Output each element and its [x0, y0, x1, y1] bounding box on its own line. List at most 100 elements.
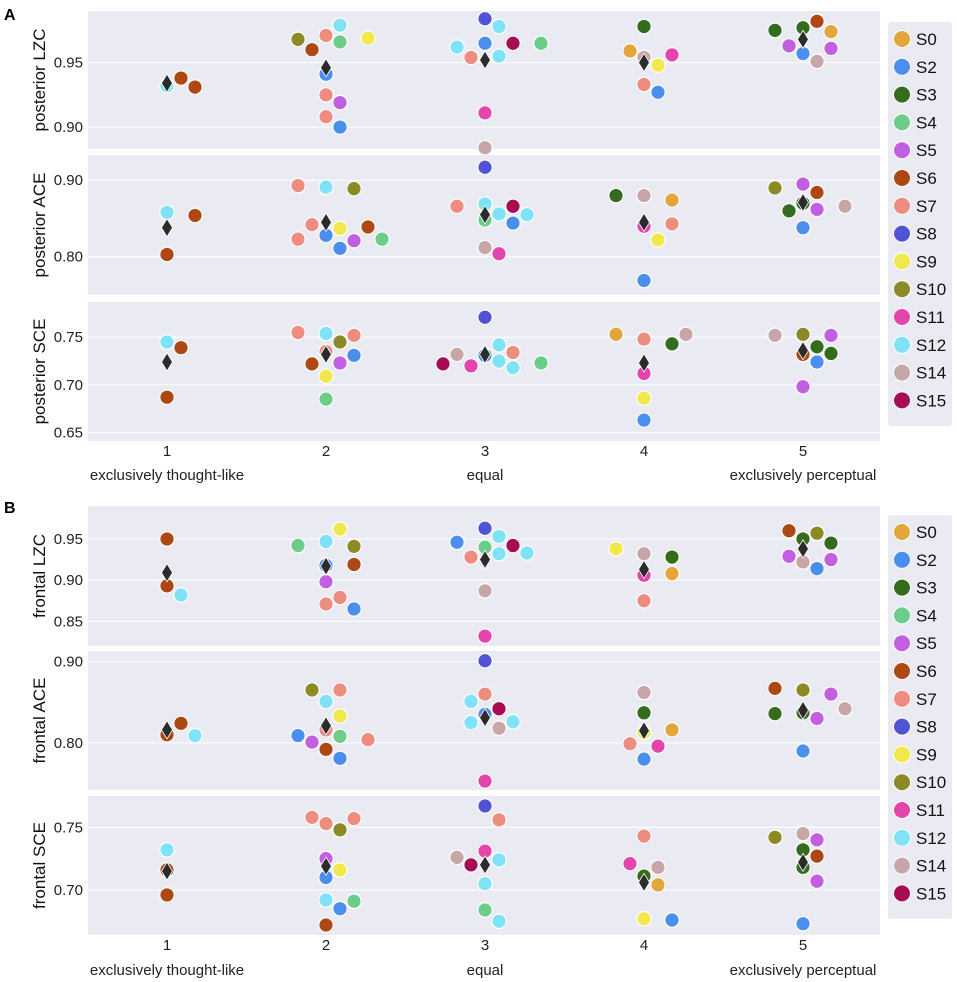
data-point-s14	[636, 545, 652, 562]
y-tick-label: 0.90	[54, 119, 83, 136]
mean-marker	[797, 29, 809, 50]
data-point-s10	[290, 31, 306, 48]
legend-label-s3: S3	[916, 86, 937, 105]
legend-B: S0 S2 S3 S4 S5 S6 S7 S8 S9 S10 S11 S12 S14 S15	[888, 515, 952, 919]
legend-label-s5: S5	[916, 141, 937, 160]
legend-label-s5: S5	[916, 634, 937, 653]
data-point-s9	[332, 862, 348, 878]
y-tick-label: 0.90	[54, 654, 83, 671]
legend-marker-s7	[893, 196, 911, 215]
legend-label-s2: S2	[916, 58, 937, 77]
data-point-s5	[823, 686, 839, 702]
mean-marker	[320, 556, 332, 576]
data-point-s4	[533, 35, 549, 52]
data-point-s14	[636, 684, 652, 701]
data-point-s5	[809, 832, 825, 848]
subplot-B-3: 0.70 0.75 frontal SCE	[30, 796, 880, 935]
legend-marker-s2	[893, 57, 911, 76]
data-point-s3	[823, 345, 839, 362]
mean-marker	[479, 344, 491, 365]
data-point-s7	[332, 682, 348, 698]
mean-marker	[638, 559, 650, 580]
data-point-s11	[463, 357, 479, 374]
legend-label-s6: S6	[916, 169, 937, 188]
data-point-s7	[332, 589, 348, 606]
mean-marker	[638, 720, 650, 741]
mean-marker	[797, 852, 809, 873]
subplot-A-3: 0.65 0.70 0.75 posterior SCE	[30, 302, 880, 441]
data-point-s2	[332, 750, 348, 767]
data-point-s11	[664, 47, 680, 63]
data-point-s12	[519, 206, 535, 223]
data-point-s8	[477, 10, 493, 27]
legend-marker-s3	[893, 85, 911, 104]
subplot-A-2: 0.80 0.90 posterior ACE	[30, 155, 880, 295]
data-point-s10	[809, 525, 825, 541]
legend-label-s15: S15	[916, 884, 946, 903]
data-point-s15	[435, 356, 451, 372]
y-tick-label: 0.85	[54, 613, 83, 630]
data-point-s7	[290, 324, 306, 341]
data-point-s14	[491, 720, 507, 737]
x-tick-label: 2	[322, 443, 330, 460]
legend-label-s12: S12	[916, 829, 946, 848]
y-tick-label: 0.75	[54, 329, 83, 346]
data-point-s4	[533, 355, 549, 371]
data-point-s6	[173, 70, 189, 86]
data-point-s14	[477, 583, 493, 599]
legend-marker-s4	[893, 606, 911, 625]
data-point-s8	[477, 159, 493, 176]
data-point-s2	[636, 751, 652, 767]
data-point-s6	[187, 79, 203, 95]
legend-A: S0 S2 S3 S4 S5 S6 S7 S8 S9 S10 S11 S12 S14 S15	[888, 22, 952, 426]
x-tick-label: 4	[640, 937, 648, 954]
x-tick-sublabel: exclusively perceptual	[730, 962, 877, 979]
legend-marker-s7	[893, 689, 911, 708]
data-point-s3	[781, 203, 797, 219]
y-tick-label: 0.90	[54, 572, 83, 589]
data-point-s3	[767, 705, 783, 722]
data-point-s2	[650, 84, 666, 101]
legend-label-s7: S7	[916, 197, 937, 216]
data-point-s7	[636, 592, 652, 609]
data-point-s7	[318, 108, 334, 125]
data-point-s7	[318, 815, 334, 832]
legend-label-s0: S0	[916, 523, 937, 542]
data-point-s6	[159, 389, 175, 406]
data-point-s5	[809, 710, 825, 727]
mean-marker	[638, 212, 650, 233]
legend-marker-s5	[893, 634, 911, 653]
legend-marker-s9	[893, 745, 911, 764]
data-point-s15	[505, 35, 521, 52]
data-point-s7	[290, 177, 306, 194]
data-point-s7	[636, 828, 652, 844]
data-point-s12	[187, 727, 203, 744]
plot-background	[88, 11, 880, 149]
data-point-s2	[332, 900, 348, 917]
data-point-s2	[795, 743, 811, 759]
data-point-s6	[809, 848, 825, 864]
legend-label-s8: S8	[916, 225, 937, 244]
data-point-s9	[332, 220, 348, 237]
legend-marker-s0	[893, 30, 911, 48]
data-point-s7	[463, 49, 479, 66]
data-point-s7	[622, 735, 638, 752]
legend-label-s10: S10	[916, 280, 946, 299]
data-point-s11	[477, 628, 493, 644]
data-point-s7	[346, 810, 362, 827]
data-point-s15	[463, 857, 479, 873]
data-point-s6	[809, 13, 825, 30]
data-point-s6	[767, 680, 783, 697]
legend-label-s8: S8	[916, 718, 937, 737]
x-tick-sublabel: equal	[467, 467, 504, 484]
x-tick-label: 5	[799, 937, 807, 954]
y-tick-label: 0.65	[54, 424, 83, 441]
data-point-s2	[809, 560, 825, 577]
data-point-s3	[823, 535, 839, 551]
data-point-s14	[449, 849, 465, 866]
data-point-s6	[360, 219, 376, 235]
mean-marker	[638, 52, 650, 73]
legend-marker-s3	[893, 578, 911, 597]
data-point-s14	[477, 139, 493, 156]
data-point-s5	[346, 232, 362, 249]
